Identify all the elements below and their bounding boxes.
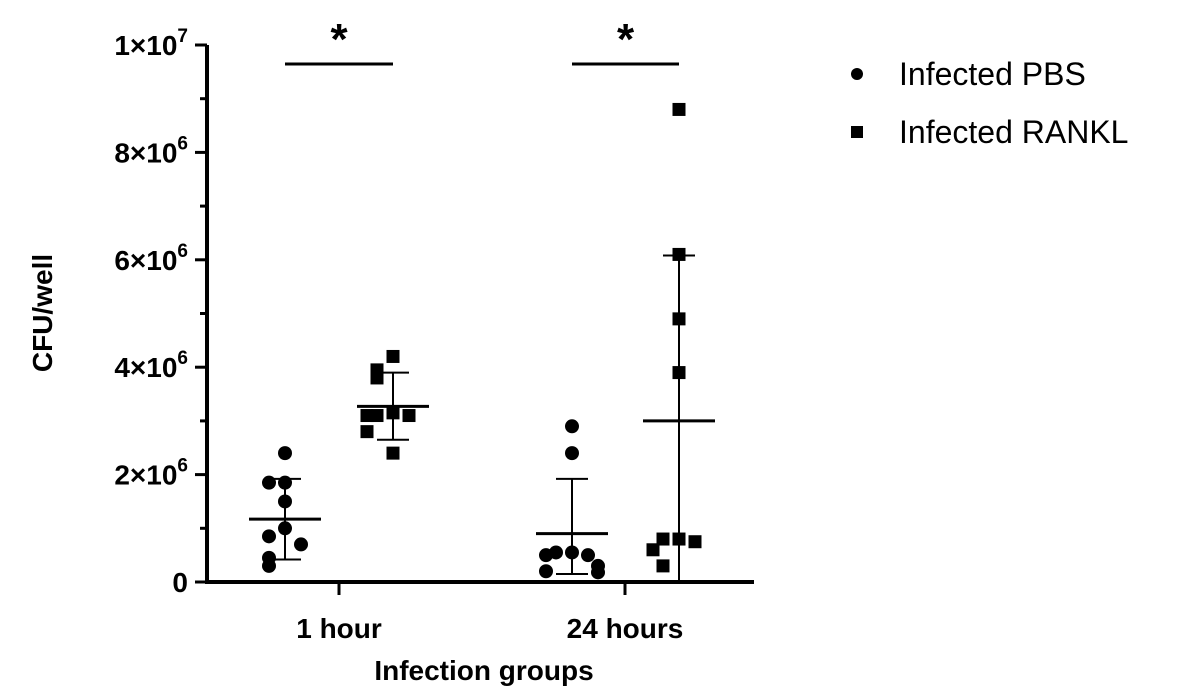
data-point-square xyxy=(402,409,416,423)
x-ticks: 1 hour 24 hours xyxy=(296,582,683,644)
legend-marker-square xyxy=(851,126,863,138)
y-tick-label: 0 xyxy=(172,567,188,598)
data-point-square xyxy=(656,559,670,573)
y-tick-label-base: 6×10 xyxy=(114,245,177,276)
legend: Infected PBS Infected RANKL xyxy=(851,56,1128,150)
y-tick-label-exponent: 6 xyxy=(177,348,188,369)
data-point-square xyxy=(386,349,400,363)
data-point-circle xyxy=(539,548,553,563)
y-tick-label-base: 8×10 xyxy=(114,137,177,168)
data-point-square xyxy=(672,102,686,116)
y-tick-label: 1×107 xyxy=(114,26,188,61)
significance-marker: * xyxy=(617,15,635,64)
legend-label: Infected PBS xyxy=(899,56,1086,92)
x-tick-label: 1 hour xyxy=(296,613,382,644)
data-point-square xyxy=(646,543,660,557)
data-point-square xyxy=(688,535,702,549)
data-point-circle xyxy=(591,565,605,580)
y-tick-label: 4×106 xyxy=(114,348,188,383)
y-tick-label: 2×106 xyxy=(114,456,188,491)
data-point-circle xyxy=(262,475,276,490)
data-point-circle xyxy=(262,529,276,544)
y-tick-label-base: 4×10 xyxy=(114,352,177,383)
y-tick-label-exponent: 6 xyxy=(177,133,188,154)
data-point-square xyxy=(656,532,670,546)
data-point-circle xyxy=(565,419,579,434)
significance-marker: * xyxy=(330,15,348,64)
data-point-circle xyxy=(539,564,553,579)
data-point-circle xyxy=(565,446,579,461)
x-tick-label: 24 hours xyxy=(567,613,684,644)
data-point-circle xyxy=(581,548,595,563)
legend-marker-circle xyxy=(851,68,863,80)
y-axis-label: CFU/well xyxy=(27,254,58,372)
data-point-circle xyxy=(278,446,292,461)
error-bars xyxy=(249,254,715,582)
y-tick-label-exponent: 7 xyxy=(177,26,188,47)
y-tick-label: 8×106 xyxy=(114,133,188,168)
x-axis-label: Infection groups xyxy=(374,655,593,686)
significance-annotations: * * xyxy=(285,15,679,66)
data-point-circle xyxy=(262,558,276,573)
y-tick-label-base: 2×10 xyxy=(114,460,177,491)
data-points xyxy=(262,102,702,580)
data-point-square xyxy=(672,247,686,261)
legend-label: Infected RANKL xyxy=(899,114,1128,150)
data-point-square xyxy=(360,425,374,439)
y-tick-label-base: 1×10 xyxy=(114,30,177,61)
data-point-square xyxy=(370,371,384,385)
data-point-square xyxy=(360,409,374,423)
y-tick-label-base: 0 xyxy=(172,567,188,598)
data-point-square xyxy=(370,409,384,423)
y-tick-label-exponent: 6 xyxy=(177,456,188,477)
data-point-circle xyxy=(294,537,308,552)
y-tick-label: 6×106 xyxy=(114,241,188,276)
y-tick-label-exponent: 6 xyxy=(177,241,188,262)
data-point-square xyxy=(386,446,400,460)
